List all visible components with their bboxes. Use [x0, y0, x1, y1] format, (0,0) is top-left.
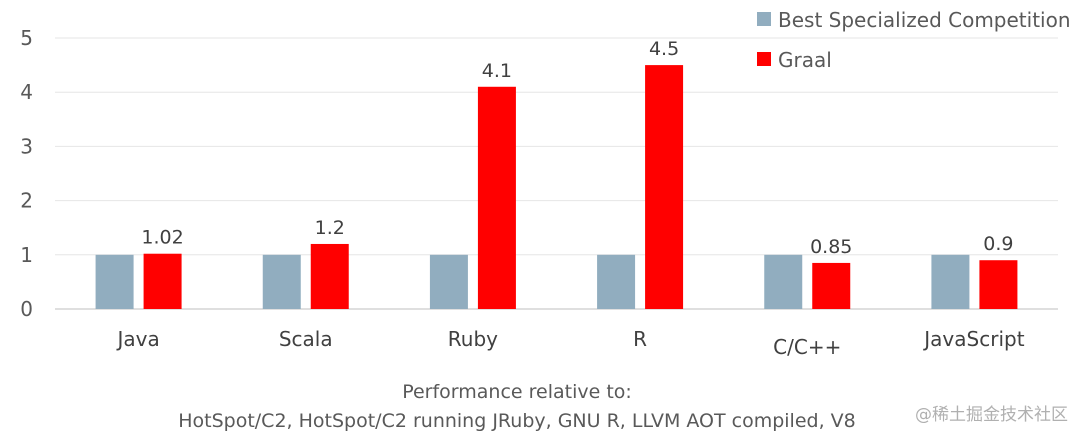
legend-label-graal: Graal — [778, 48, 832, 72]
legend-swatch-graal — [757, 52, 771, 66]
bar-graal-r — [645, 65, 684, 309]
y-tick-label: 2 — [20, 189, 33, 213]
data-label: 1.2 — [315, 217, 345, 239]
legend-label-best-specialized: Best Specialized Competition — [778, 8, 1071, 32]
bar-graal-javascript — [979, 260, 1018, 309]
x-tick-label: Java — [115, 327, 159, 351]
y-tick-label: 3 — [20, 134, 33, 158]
caption-line-2: HotSpot/C2, HotSpot/C2 running JRuby, GN… — [178, 410, 856, 432]
data-labels: 1.02 1.2 4.1 4.5 0.85 0.9 — [141, 38, 1013, 258]
bar-graal-ruby — [477, 86, 516, 309]
caption-line-1: Performance relative to: — [402, 381, 632, 403]
legend: Best Specialized Competition Graal — [757, 8, 1071, 72]
bar-graal-scala — [310, 243, 349, 309]
gridlines — [55, 37, 1058, 310]
data-label: 4.1 — [482, 60, 512, 82]
watermark: @稀土掘金技术社区 — [915, 405, 1068, 425]
y-axis: 0 1 2 3 4 5 — [20, 26, 33, 321]
bars — [95, 65, 1018, 309]
bar-best-specialized-cc — [764, 254, 803, 309]
data-label: 0.85 — [810, 236, 852, 258]
x-tick-label: JavaScript — [922, 327, 1024, 351]
y-tick-label: 5 — [20, 26, 33, 50]
data-label: 1.02 — [141, 227, 183, 249]
bar-best-specialized-java — [95, 254, 134, 309]
y-tick-label: 0 — [20, 297, 33, 321]
x-tick-label: Scala — [279, 327, 333, 351]
chart-caption: Performance relative to: HotSpot/C2, Hot… — [178, 381, 856, 432]
bar-best-specialized-ruby — [429, 254, 468, 309]
bar-best-specialized-scala — [262, 254, 301, 309]
x-tick-label: R — [633, 327, 647, 351]
data-label: 4.5 — [649, 38, 679, 60]
data-label: 0.9 — [983, 233, 1013, 255]
bar-best-specialized-javascript — [931, 254, 970, 309]
legend-swatch-best-specialized — [757, 12, 771, 26]
bar-graal-cc — [812, 262, 851, 309]
bar-graal-java — [143, 253, 182, 309]
x-axis: Java Scala Ruby R C/C++ JavaScript — [115, 327, 1024, 359]
y-tick-label: 1 — [20, 243, 33, 267]
x-tick-label: C/C++ — [773, 335, 841, 359]
bar-best-specialized-r — [597, 254, 636, 309]
y-tick-label: 4 — [20, 80, 33, 104]
x-tick-label: Ruby — [448, 327, 498, 351]
